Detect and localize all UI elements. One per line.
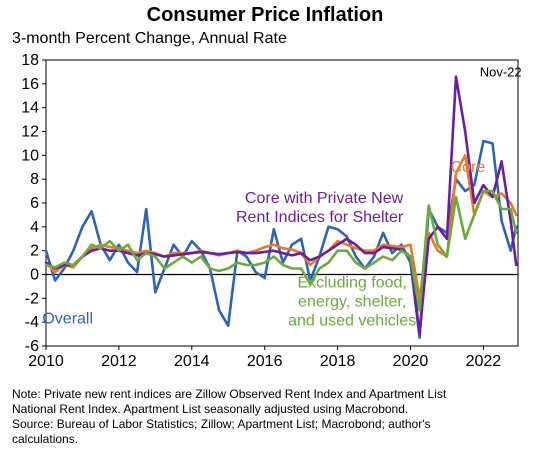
line-chart: -6 -4 -2 0 2 4 6 8 10 12 14 16 18 2010 2012 2014 2016 201… [21, 52, 522, 370]
series-label-line: Rent Indices for Shelter [236, 209, 404, 226]
y-tick-label: 6 [30, 195, 39, 212]
x-tick-label: 2016 [247, 353, 283, 370]
series-label: Core [451, 159, 486, 176]
y-tick-label: 4 [30, 219, 39, 236]
y-tick-label: 10 [21, 147, 39, 164]
series-label-line: Core [451, 159, 486, 176]
y-tick-label: 2 [30, 243, 39, 260]
series-label-line: energy, shelter, [298, 294, 406, 311]
note-line: Note: Private new rent indices are Zillo… [12, 387, 447, 401]
y-tick-label: 14 [21, 100, 39, 117]
y-tick-label: 12 [21, 124, 39, 141]
series-label-line: Core with Private New [245, 190, 404, 207]
y-tick-label: 18 [21, 52, 39, 69]
series-label-line: and used vehicles [288, 313, 416, 330]
chart-subtitle: 3-month Percent Change, Annual Rate [12, 30, 287, 47]
note-line: Source: Bureau of Labor Statistics; Zill… [12, 417, 431, 431]
series-label: Core with Private New Rent Indices for Sh… [236, 190, 404, 226]
note-line: calculations. [12, 432, 79, 446]
source-note: Note: Private new rent indices are Zillo… [12, 387, 542, 447]
series-label-line: Overall [42, 310, 93, 327]
x-tick-label: 2010 [28, 353, 64, 370]
note-line: National Rent Index. Apartment List seas… [12, 402, 409, 416]
series-line-1 [44, 154, 518, 300]
x-tick-label: 2014 [174, 353, 210, 370]
y-tick-label: -6 [25, 338, 39, 355]
series-line-0 [44, 139, 518, 340]
series-label: Overall [42, 310, 93, 327]
y-tick-label: -4 [25, 314, 39, 331]
series-label: Excluding food, energy, shelter, and used … [288, 275, 416, 330]
x-tick-label: 2012 [101, 353, 137, 370]
y-tick-label: -2 [25, 290, 39, 307]
x-tick-label: 2022 [466, 353, 502, 370]
y-tick-label: 16 [21, 76, 39, 93]
series-label-line: Excluding food, [297, 275, 406, 292]
chart-title: Consumer Price Inflation [146, 4, 384, 26]
y-tick-label: 0 [30, 267, 39, 284]
x-tick-label: 2018 [320, 353, 356, 370]
annotation-label: Nov-22 [480, 65, 522, 80]
x-tick-label: 2020 [393, 353, 429, 370]
y-tick-label: 8 [30, 171, 39, 188]
series-line-3 [44, 189, 518, 312]
series-line-2 [44, 75, 518, 336]
